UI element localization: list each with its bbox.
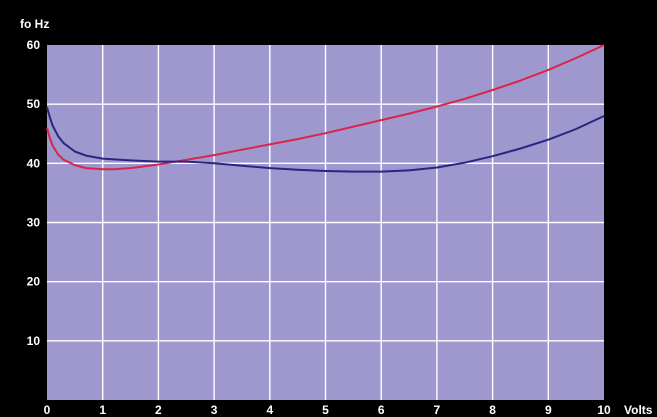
tick-labels: 10 20 30 40 50 60 0 1 2 3 4 5 6 7 8 9 10 [27,38,611,417]
y-tick-label: 10 [27,334,41,348]
x-tick-label: 5 [322,403,329,417]
y-tick-label: 30 [27,216,41,230]
x-tick-label: 10 [597,403,611,417]
x-axis-label: Volts [624,403,653,417]
x-tick-label: 7 [434,403,441,417]
x-tick-label: 8 [489,403,496,417]
x-tick-label: 1 [99,403,106,417]
x-tick-label: 0 [44,403,51,417]
y-axis-label: fo Hz [20,17,49,31]
series-line-1 [46,44,605,171]
x-tick-label: 9 [545,403,552,417]
x-tick-label: 2 [155,403,162,417]
y-tick-label: 60 [27,38,41,52]
grid-lines [47,45,604,400]
x-tick-label: 3 [211,403,218,417]
series-line-2 [46,106,605,173]
x-tick-label: 6 [378,403,385,417]
series-group [46,44,605,173]
y-tick-label: 40 [27,156,41,170]
y-tick-label: 50 [27,97,41,111]
y-tick-label: 20 [27,275,41,289]
x-tick-label: 4 [266,403,273,417]
